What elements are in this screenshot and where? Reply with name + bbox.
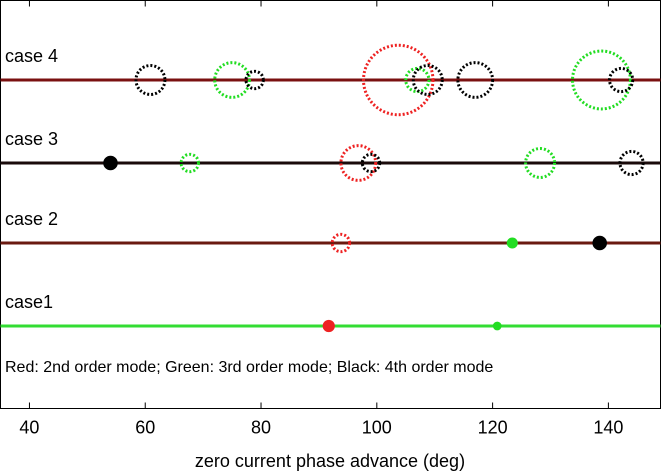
mode-circle bbox=[322, 319, 335, 333]
mode-circle bbox=[456, 61, 495, 99]
x-tick-label: 100 bbox=[362, 417, 392, 437]
x-tick-label: 140 bbox=[593, 417, 623, 437]
mode-circle bbox=[592, 235, 607, 251]
case-label: case1 bbox=[5, 292, 53, 312]
mode-circle bbox=[213, 61, 251, 99]
mode-circle bbox=[411, 64, 444, 96]
mode-circle bbox=[360, 152, 382, 174]
mode-circle bbox=[179, 152, 201, 174]
legend-note: Red: 2nd order mode; Green: 3rd order mo… bbox=[5, 359, 493, 376]
mode-circle bbox=[244, 69, 265, 91]
mode-circle bbox=[330, 232, 352, 254]
mode-circle bbox=[103, 155, 118, 171]
mode-circle bbox=[339, 144, 378, 182]
case-label: case 3 bbox=[5, 129, 58, 149]
case-label: case 4 bbox=[5, 46, 58, 66]
x-tick-label: 40 bbox=[19, 417, 39, 437]
mode-circle bbox=[608, 66, 635, 94]
mode-circle bbox=[492, 321, 502, 331]
mode-circle bbox=[506, 237, 518, 249]
mode-circle bbox=[618, 149, 645, 177]
x-axis-label: zero current phase advance (deg) bbox=[195, 451, 465, 471]
mode-circle bbox=[404, 66, 431, 94]
mode-circle bbox=[362, 43, 435, 117]
mode-circle bbox=[524, 147, 557, 179]
plot-frame bbox=[0, 0, 661, 409]
x-tick-label: 60 bbox=[135, 417, 155, 437]
x-tick-label: 80 bbox=[251, 417, 271, 437]
mode-circle bbox=[134, 64, 167, 96]
x-tick-label: 120 bbox=[478, 417, 508, 437]
mode-circle bbox=[571, 49, 632, 111]
case-label: case 2 bbox=[5, 209, 58, 229]
